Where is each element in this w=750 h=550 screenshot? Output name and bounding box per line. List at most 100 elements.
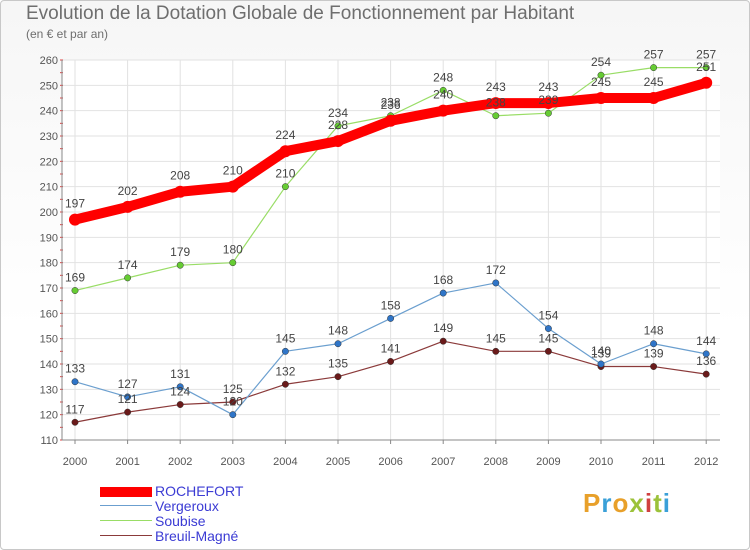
data-label-breuil-magn-: 132 xyxy=(275,364,295,378)
y-tick-label: 190 xyxy=(40,232,58,244)
legend-swatch-breuil-magne xyxy=(100,535,152,536)
data-point-vergeroux xyxy=(544,325,552,332)
data-label-vergeroux: 145 xyxy=(275,331,295,345)
data-point-rochefort xyxy=(542,97,555,110)
data-label-vergeroux: 127 xyxy=(118,377,138,391)
data-point-vergeroux xyxy=(650,340,658,348)
data-point-soubise xyxy=(281,183,289,191)
data-point-vergeroux xyxy=(702,350,710,358)
data-point-rochefort xyxy=(595,92,607,104)
data-point-rochefort xyxy=(279,145,292,158)
data-point-breuil-magn- xyxy=(439,337,447,345)
data-label-vergeroux: 172 xyxy=(486,263,506,277)
legend-label-vergeroux: Vergeroux xyxy=(155,498,219,514)
data-point-soubise xyxy=(124,274,132,282)
data-point-rochefort xyxy=(384,114,397,127)
data-point-vergeroux xyxy=(176,383,184,391)
data-label-vergeroux: 120 xyxy=(223,395,243,409)
data-point-rochefort xyxy=(69,213,81,226)
data-label-vergeroux: 131 xyxy=(170,367,190,381)
data-point-soubise xyxy=(334,122,342,130)
data-point-rochefort xyxy=(174,185,187,198)
y-tick-label: 200 xyxy=(40,207,58,219)
x-tick-label: 2010 xyxy=(589,456,613,468)
data-label-soubise: 238 xyxy=(381,96,401,110)
data-label-rochefort: 251 xyxy=(696,60,716,74)
data-point-vergeroux xyxy=(71,378,79,386)
data-point-soubise xyxy=(439,86,447,94)
legend-label-rochefort: ROCHEFORT xyxy=(155,483,244,499)
y-tick-label: 250 xyxy=(40,80,58,92)
data-point-breuil-magn- xyxy=(176,401,184,408)
data-label-rochefort: 202 xyxy=(118,184,138,198)
legend-item-vergeroux: Vergeroux xyxy=(100,498,300,514)
data-label-rochefort: 208 xyxy=(170,169,190,183)
data-point-rochefort xyxy=(647,92,660,104)
data-label-soubise: 254 xyxy=(591,55,611,69)
chart-legend: ROCHEFORT Vergeroux Soubise Breuil-Magné xyxy=(100,483,300,544)
data-label-rochefort: 243 xyxy=(486,80,506,94)
data-label-rochefort: 245 xyxy=(644,75,664,89)
data-point-soubise xyxy=(229,259,237,267)
data-label-soubise: 179 xyxy=(170,245,190,259)
data-label-rochefort: 224 xyxy=(275,128,295,142)
data-point-rochefort xyxy=(121,200,134,213)
y-tick-label: 240 xyxy=(40,106,58,118)
data-point-breuil-magn- xyxy=(650,363,658,370)
data-point-vergeroux xyxy=(334,340,342,348)
data-point-soubise xyxy=(176,261,184,269)
data-label-rochefort: 228 xyxy=(328,118,348,132)
data-label-vergeroux: 133 xyxy=(65,362,85,376)
data-point-rochefort xyxy=(700,76,713,89)
data-point-rochefort xyxy=(332,135,344,148)
legend-item-soubise: Soubise xyxy=(100,513,300,529)
chart-subtitle: (en € et par an) xyxy=(26,27,109,41)
data-label-breuil-magn-: 139 xyxy=(644,347,664,361)
x-tick-label: 2007 xyxy=(431,456,455,468)
proxiti-logo: Proxiti xyxy=(583,488,671,519)
data-label-soubise: 234 xyxy=(328,106,348,120)
y-tick-label: 130 xyxy=(40,384,58,396)
y-tick-label: 260 xyxy=(40,55,58,67)
data-label-breuil-magn-: 149 xyxy=(433,321,453,335)
data-label-breuil-magn-: 141 xyxy=(381,341,401,355)
data-label-soubise: 210 xyxy=(275,167,295,181)
data-point-soubise xyxy=(492,112,500,120)
x-tick-label: 2006 xyxy=(378,456,402,468)
data-label-rochefort: 197 xyxy=(65,197,85,211)
data-label-breuil-magn-: 145 xyxy=(538,331,558,345)
y-tick-label: 170 xyxy=(40,283,58,295)
data-label-rochefort: 245 xyxy=(591,75,611,89)
data-label-breuil-magn-: 117 xyxy=(65,402,84,416)
data-point-breuil-magn- xyxy=(281,380,289,388)
legend-swatch-vergeroux xyxy=(100,505,152,506)
data-label-vergeroux: 148 xyxy=(328,324,348,338)
data-point-rochefort xyxy=(437,104,450,117)
data-label-soubise: 248 xyxy=(433,70,453,84)
x-tick-label: 2011 xyxy=(642,456,666,468)
data-label-soubise: 180 xyxy=(223,243,243,257)
data-label-rochefort: 210 xyxy=(223,164,243,178)
data-label-breuil-magn-: 135 xyxy=(328,357,348,371)
data-point-breuil-magn- xyxy=(124,408,132,416)
data-label-breuil-magn-: 139 xyxy=(591,347,611,361)
legend-item-breuil-magne: Breuil-Magné xyxy=(100,528,300,544)
data-point-breuil-magn- xyxy=(702,370,710,378)
data-label-rochefort: 236 xyxy=(381,98,401,112)
data-point-breuil-magn- xyxy=(334,373,342,381)
data-label-soubise: 169 xyxy=(65,271,85,285)
y-tick-label: 150 xyxy=(40,334,58,346)
data-point-vergeroux xyxy=(387,314,395,322)
data-label-vergeroux: 168 xyxy=(433,273,453,287)
data-label-soubise: 257 xyxy=(644,48,664,62)
logo-letter: i xyxy=(644,488,654,518)
data-label-rochefort: 243 xyxy=(538,80,558,94)
data-label-vergeroux: 148 xyxy=(644,324,664,338)
data-label-breuil-magn-: 136 xyxy=(696,354,716,368)
data-label-soubise: 257 xyxy=(696,48,716,62)
data-point-rochefort xyxy=(226,180,239,193)
data-label-vergeroux: 154 xyxy=(538,309,558,323)
logo-letter: t xyxy=(653,488,663,518)
data-label-breuil-magn-: 124 xyxy=(170,385,190,399)
chart-title: Evolution de la Dotation Globale de Fonc… xyxy=(26,3,575,24)
